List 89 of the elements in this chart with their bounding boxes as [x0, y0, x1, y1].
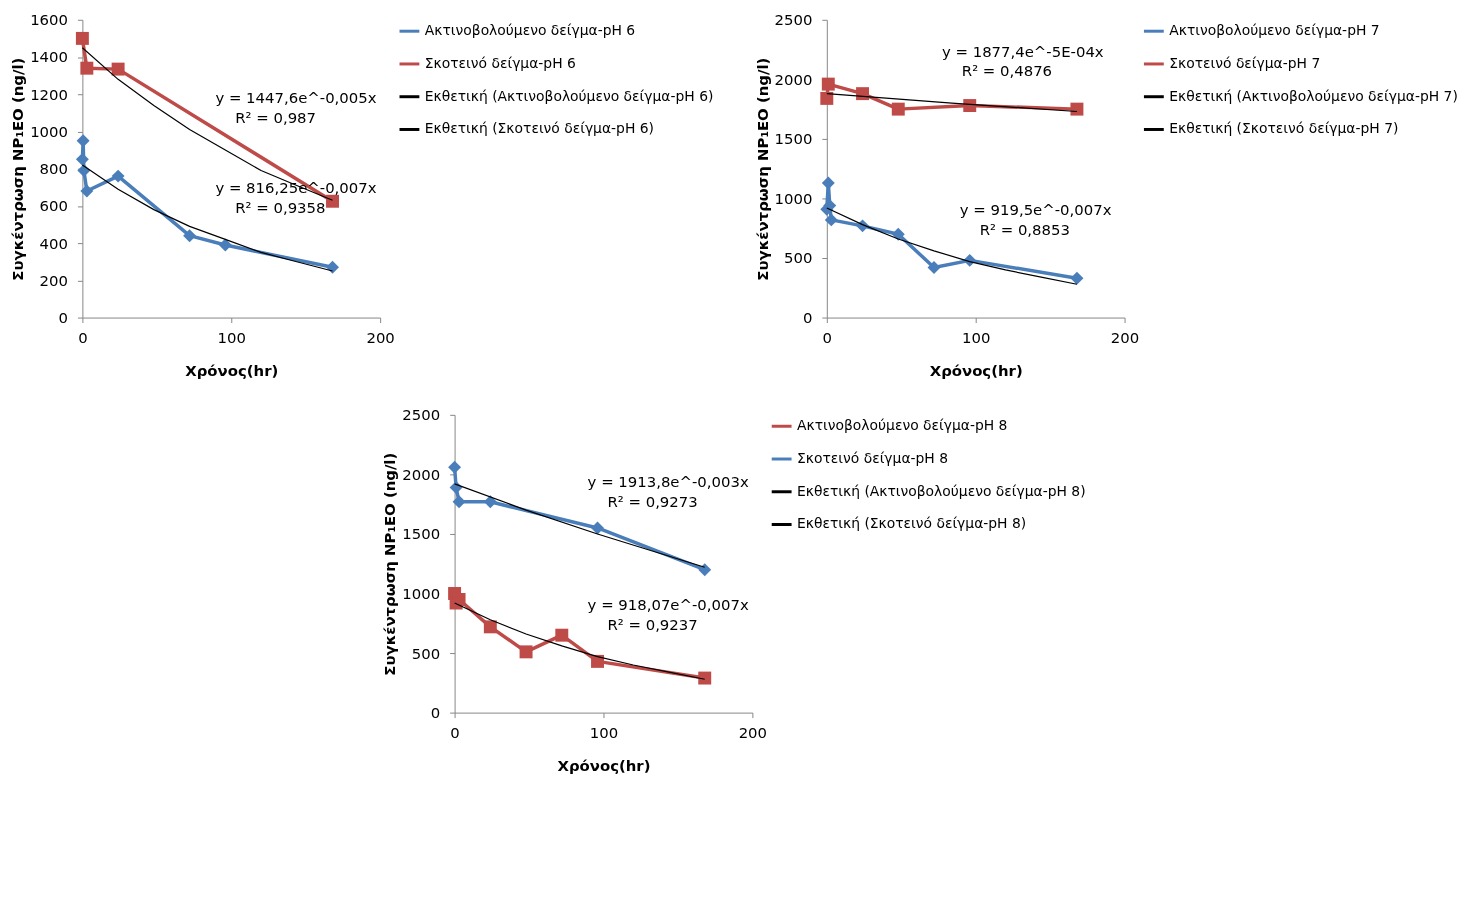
legend-label: Σκοτεινό δείγμα-pH 7: [1169, 54, 1321, 71]
point: [927, 261, 941, 275]
point: [80, 61, 94, 75]
y-axis-title: Συγκέντρωση NP₁EO (ng/l): [381, 452, 400, 676]
legend-label: Σκοτεινό δείγμα-pH 8: [797, 449, 949, 466]
legend-label: Ακτινοβολούμενο δείγμα-pH 8: [797, 417, 1008, 434]
x-tick-label: 100: [589, 723, 619, 742]
annotation: R² = 0,9273: [607, 493, 698, 512]
x-axis-title: Χρόνος(hr): [929, 361, 1023, 380]
point: [80, 184, 94, 198]
legend-label: Ακτινοβολούμενο δείγμα-pH 6: [424, 22, 636, 39]
annotation: R² = 0,8853: [979, 220, 1070, 239]
x-tick-label: 100: [961, 328, 991, 347]
point: [326, 194, 339, 208]
point: [326, 260, 339, 274]
point: [75, 152, 89, 166]
y-tick-label: 500: [784, 249, 813, 268]
point: [111, 169, 125, 183]
y-tick-label: 1400: [30, 48, 68, 67]
point: [821, 77, 835, 91]
point: [111, 62, 125, 76]
point: [452, 495, 466, 509]
y-tick-label: 1000: [30, 122, 68, 141]
annotation: y = 1877,4e^-5E-04x: [941, 42, 1104, 61]
x-tick-label: 0: [450, 723, 460, 742]
point: [76, 134, 90, 148]
legend-label: Εκθετική (Σκοτεινό δείγμα-pH 8): [797, 515, 1027, 532]
point: [448, 460, 462, 474]
x-axis-title: Χρόνος(hr): [185, 361, 279, 380]
y-tick-label: 0: [430, 704, 441, 723]
point: [183, 229, 197, 243]
point: [891, 102, 905, 116]
x-tick-label: 200: [1110, 328, 1140, 347]
point: [698, 563, 712, 577]
annotation: y = 918,07e^-0,007x: [587, 595, 749, 614]
legend-label: Εκθετική (Ακτινοβολούμενο δείγμα-pH 6): [424, 87, 714, 104]
point: [821, 176, 835, 190]
legend-label: Εκθετική (Ακτινοβολούμενο δείγμα-pH 7): [1169, 87, 1458, 104]
point: [891, 227, 905, 241]
y-tick-label: 2000: [402, 465, 441, 484]
y-tick-label: 1500: [402, 525, 441, 544]
y-tick-label: 2500: [402, 406, 441, 425]
point: [75, 31, 89, 45]
y-tick-label: 600: [39, 197, 68, 216]
point: [698, 671, 712, 685]
legend-label: Σκοτεινό δείγμα-pH 6: [424, 54, 576, 71]
y-tick-label: 2500: [774, 11, 813, 30]
point: [820, 91, 834, 105]
y-tick-label: 200: [39, 271, 68, 290]
annotation: R² = 0,987: [235, 109, 317, 128]
y-tick-label: 1000: [774, 189, 813, 208]
annotation: R² = 0,9358: [235, 198, 326, 217]
point: [483, 620, 497, 634]
y-tick-label: 500: [411, 644, 441, 663]
x-axis-title: Χρόνος(hr): [557, 756, 651, 775]
y-tick-label: 400: [39, 234, 68, 253]
annotation: y = 1447,6e^-0,005x: [215, 89, 377, 108]
x-tick-label: 0: [78, 328, 88, 347]
point: [824, 213, 838, 227]
y-tick-label: 1500: [774, 130, 813, 149]
point: [555, 628, 569, 642]
y-tick-label: 800: [39, 160, 68, 179]
y-tick-label: 1200: [30, 85, 68, 104]
y-tick-label: 0: [58, 309, 68, 328]
point: [591, 521, 604, 535]
point: [1070, 102, 1084, 116]
y-axis-title: Συγκέντρωση NP₁EO (ng/l): [753, 57, 772, 281]
legend-label: Εκθετική (Σκοτεινό δείγμα-pH 6): [424, 120, 655, 137]
point: [591, 654, 604, 668]
annotation: R² = 0,9237: [607, 615, 698, 634]
annotation: R² = 0,4876: [961, 62, 1053, 81]
annotation: y = 1913,8e^-0,003x: [587, 473, 749, 492]
y-tick-label: 0: [802, 309, 813, 328]
point: [519, 645, 533, 659]
point: [1070, 271, 1084, 285]
point: [483, 495, 497, 509]
y-tick-label: 1000: [402, 584, 441, 603]
y-tick-label: 2000: [774, 70, 813, 89]
annotation: y = 919,5e^-0,007x: [959, 200, 1112, 219]
legend-label: Εκθετική (Σκοτεινό δείγμα-pH 7): [1169, 120, 1399, 137]
x-tick-label: 0: [822, 328, 833, 347]
y-tick-label: 1600: [30, 11, 68, 30]
legend-label: Εκθετική (Ακτινοβολούμενο δείγμα-pH 8): [797, 482, 1086, 499]
x-tick-label: 200: [738, 723, 768, 742]
point: [218, 238, 232, 252]
x-tick-label: 100: [217, 328, 246, 347]
x-tick-label: 200: [366, 328, 395, 347]
y-axis-title: Συγκέντρωση NP₁EO (ng/l): [9, 57, 28, 281]
legend-label: Ακτινοβολούμενο δείγμα-pH 7: [1169, 22, 1380, 39]
